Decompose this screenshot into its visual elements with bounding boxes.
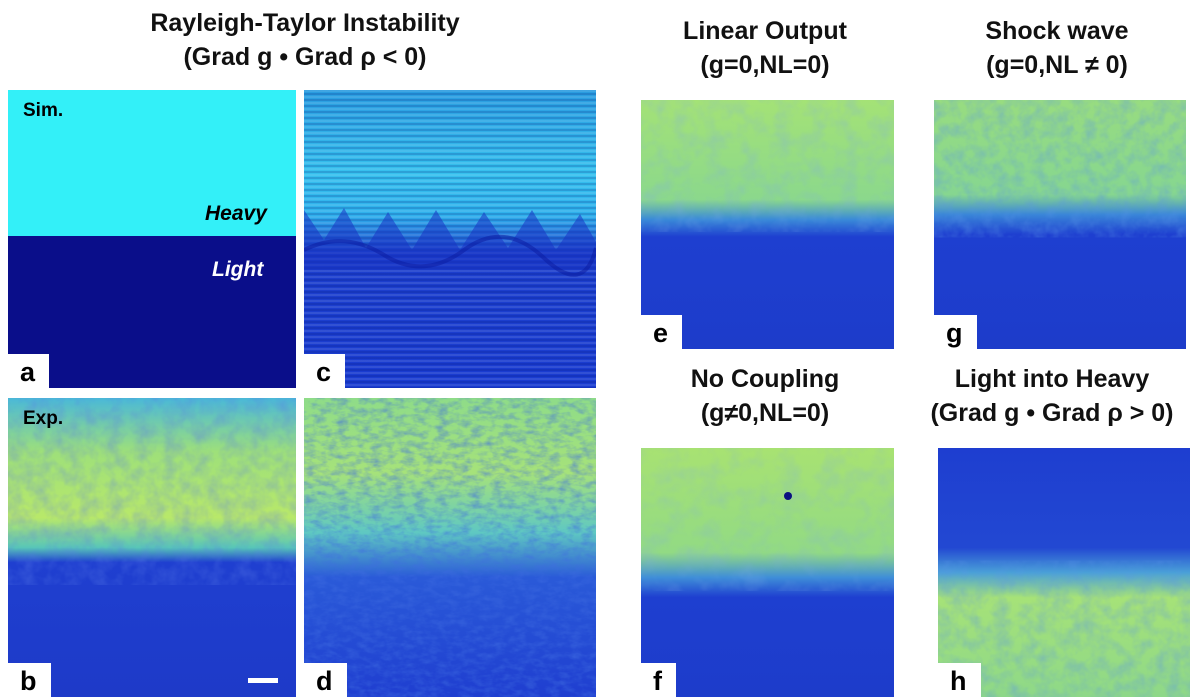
linear-output-title-line2: (g=0,NL=0) <box>700 51 830 79</box>
panel-g-image <box>934 100 1186 349</box>
panel-g-shock-wave: g <box>934 100 1186 349</box>
panel-e-linear-output: e <box>641 100 894 349</box>
panel-h-image <box>938 448 1190 697</box>
panel-h-light-into-heavy: h <box>938 448 1190 697</box>
shock-wave-title-line1: Shock wave <box>985 17 1129 45</box>
panel-label-b: b <box>8 663 51 697</box>
light-label: Light <box>212 258 264 281</box>
panel-c-simulation: c <box>304 90 596 388</box>
panel-e-image <box>641 100 894 349</box>
panel-label-d: d <box>304 663 347 697</box>
shock-wave-title-line2: (g=0,NL ≠ 0) <box>986 51 1128 79</box>
panel-label-f: f <box>641 663 676 697</box>
panel-label-h: h <box>938 663 981 697</box>
panel-label-g: g <box>934 315 977 349</box>
main-title-line1: Rayleigh-Taylor Instability <box>150 9 460 37</box>
linear-output-title: Linear Output (g=0,NL=0) <box>620 14 910 82</box>
linear-output-title-line1: Linear Output <box>683 17 847 45</box>
panel-b-image <box>8 398 296 697</box>
light-into-heavy-title-line2: (Grad g • Grad ρ > 0) <box>930 399 1174 427</box>
panel-label-c: c <box>304 354 346 388</box>
panel-f-image <box>641 448 894 697</box>
panel-c-image <box>304 90 596 388</box>
no-coupling-title-line1: No Coupling <box>690 365 840 393</box>
no-coupling-title-line2: (g≠0,NL=0) <box>700 399 830 427</box>
panel-d-experiment: d <box>304 398 596 697</box>
main-title: Rayleigh-Taylor Instability (Grad g • Gr… <box>10 6 600 74</box>
panel-a-simulation: Sim. Heavy Light a <box>8 90 296 388</box>
light-into-heavy-title-line1: Light into Heavy <box>954 365 1150 393</box>
panel-f-no-coupling: f <box>641 448 894 697</box>
panel-b-experiment: Exp. b <box>8 398 296 697</box>
heavy-label: Heavy <box>205 202 267 225</box>
panel-label-a: a <box>8 354 50 388</box>
no-coupling-title: No Coupling (g≠0,NL=0) <box>620 362 910 430</box>
scale-bar <box>248 678 278 683</box>
panel-label-e: e <box>641 315 683 349</box>
shock-wave-title: Shock wave (g=0,NL ≠ 0) <box>912 14 1202 82</box>
main-title-line2: (Grad g • Grad ρ < 0) <box>183 43 427 71</box>
light-into-heavy-title: Light into Heavy (Grad g • Grad ρ > 0) <box>900 362 1204 430</box>
sim-label: Sim. <box>23 100 64 121</box>
panel-d-image <box>304 398 596 697</box>
exp-label: Exp. <box>23 408 64 429</box>
